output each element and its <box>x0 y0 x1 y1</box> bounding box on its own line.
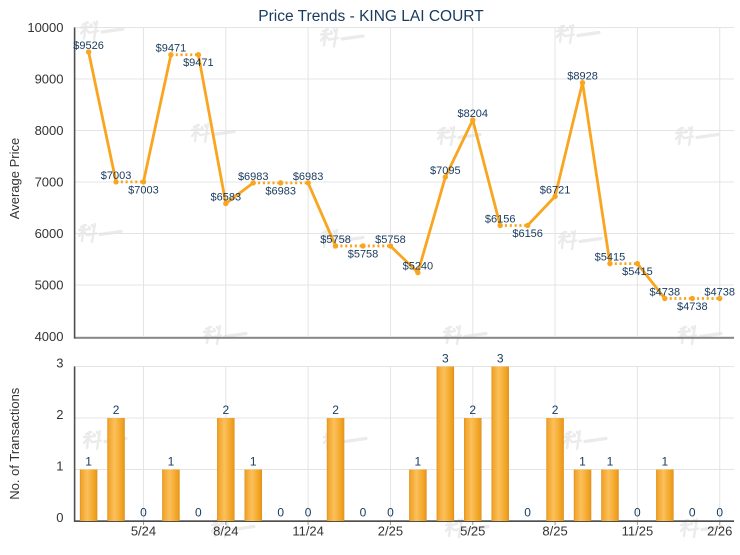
svg-text:5/25: 5/25 <box>460 524 485 539</box>
svg-text:Price Trends - KING LAI COURT: Price Trends - KING LAI COURT <box>258 8 484 25</box>
svg-text:$9471: $9471 <box>183 57 214 69</box>
svg-text:6000: 6000 <box>35 226 64 241</box>
svg-text:11/25: 11/25 <box>622 524 654 539</box>
svg-text:$8204: $8204 <box>457 108 488 120</box>
svg-text:2: 2 <box>113 403 120 417</box>
svg-text:$8928: $8928 <box>567 71 598 83</box>
svg-text:1: 1 <box>661 455 668 469</box>
svg-text:2: 2 <box>332 403 339 417</box>
svg-text:10000: 10000 <box>27 20 63 35</box>
svg-text:0: 0 <box>195 506 202 520</box>
svg-text:$6156: $6156 <box>512 228 543 240</box>
svg-text:$7003: $7003 <box>128 184 159 196</box>
svg-text:$6721: $6721 <box>540 184 571 196</box>
svg-text:$9471: $9471 <box>156 43 187 55</box>
svg-text:1: 1 <box>85 455 92 469</box>
svg-text:3: 3 <box>442 352 449 366</box>
svg-text:$6983: $6983 <box>293 171 324 183</box>
svg-text:$7095: $7095 <box>430 165 461 177</box>
svg-text:$7003: $7003 <box>101 170 132 182</box>
svg-text:$5758: $5758 <box>375 234 406 246</box>
svg-text:2/26: 2/26 <box>707 524 732 539</box>
svg-text:$6983: $6983 <box>238 171 269 183</box>
svg-text:0: 0 <box>277 506 284 520</box>
svg-text:8/25: 8/25 <box>542 524 567 539</box>
svg-text:$4738: $4738 <box>704 286 735 298</box>
svg-text:0: 0 <box>689 506 696 520</box>
svg-text:0: 0 <box>387 506 394 520</box>
svg-text:8/24: 8/24 <box>213 524 238 539</box>
svg-text:$5240: $5240 <box>403 261 434 273</box>
svg-text:$9526: $9526 <box>73 40 104 52</box>
svg-text:2: 2 <box>552 403 559 417</box>
svg-text:9000: 9000 <box>35 72 64 87</box>
svg-text:3: 3 <box>56 356 63 371</box>
svg-text:0: 0 <box>716 506 723 520</box>
svg-text:1: 1 <box>579 455 586 469</box>
svg-text:$6583: $6583 <box>211 191 242 203</box>
svg-text:1: 1 <box>607 455 614 469</box>
svg-text:0: 0 <box>305 506 312 520</box>
svg-text:$5415: $5415 <box>595 252 626 264</box>
svg-text:1: 1 <box>415 455 422 469</box>
svg-text:2: 2 <box>469 403 476 417</box>
svg-text:$6983: $6983 <box>265 185 296 197</box>
svg-text:$5758: $5758 <box>320 234 351 246</box>
svg-text:0: 0 <box>360 506 367 520</box>
svg-text:0: 0 <box>524 506 531 520</box>
svg-text:5/24: 5/24 <box>131 524 156 539</box>
svg-text:1: 1 <box>168 455 175 469</box>
svg-text:0: 0 <box>140 506 147 520</box>
svg-text:3: 3 <box>497 352 504 366</box>
svg-text:8000: 8000 <box>35 123 64 138</box>
svg-text:7000: 7000 <box>35 175 64 190</box>
svg-text:$4738: $4738 <box>677 301 708 313</box>
svg-text:4000: 4000 <box>35 329 64 344</box>
svg-text:$4738: $4738 <box>650 286 681 298</box>
svg-text:11/24: 11/24 <box>292 524 324 539</box>
svg-text:0: 0 <box>634 506 641 520</box>
svg-text:1: 1 <box>250 455 257 469</box>
svg-text:$5415: $5415 <box>622 266 653 278</box>
svg-text:0: 0 <box>56 510 63 525</box>
svg-text:2/25: 2/25 <box>378 524 403 539</box>
svg-text:5000: 5000 <box>35 278 64 293</box>
svg-text:$5758: $5758 <box>348 248 379 260</box>
svg-text:2: 2 <box>222 403 229 417</box>
svg-text:$6156: $6156 <box>485 213 516 225</box>
svg-text:2: 2 <box>56 407 63 422</box>
svg-text:No. of Transactions: No. of Transactions <box>7 387 22 499</box>
svg-text:1: 1 <box>56 459 63 474</box>
svg-text:Average Price: Average Price <box>7 138 22 219</box>
